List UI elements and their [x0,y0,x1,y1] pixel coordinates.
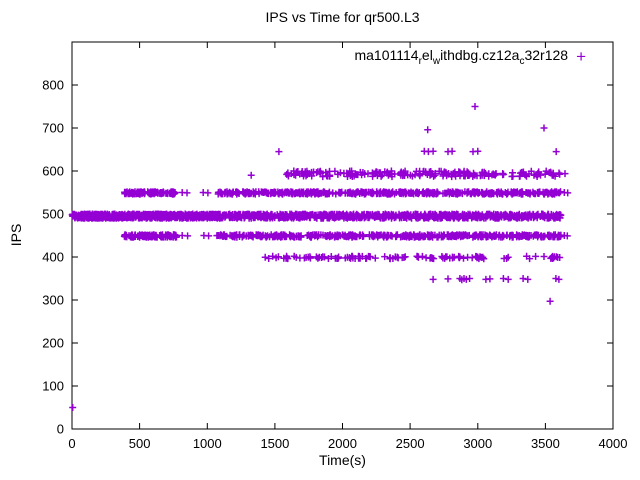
chart-title: IPS vs Time for qr500.L3 [265,9,420,25]
legend-label: ma101114relwithdbg.cz12ac32r128 [354,47,568,67]
x-tick-label: 1500 [260,436,289,451]
x-tick-label: 1000 [193,436,222,451]
y-tick-label: 600 [42,164,64,179]
y-tick-labels: 0 100 200 300 400 500 600 700 800 [42,78,64,437]
scatter-points [68,103,572,411]
x-axis-label: Time(s) [319,452,366,468]
x-tick-label: 2000 [328,436,357,451]
y-tick-label: 300 [42,293,64,308]
y-tick-label: 100 [42,379,64,394]
y-tick-label: 700 [42,121,64,136]
legend-label-text: 32r128 [524,47,569,63]
x-tick-label: 2500 [396,436,425,451]
x-tick-label: 4000 [599,436,628,451]
x-tick-label: 3000 [463,436,492,451]
x-tick-label: 0 [68,436,75,451]
legend-label-text: ma101114 [354,47,419,63]
legend-label-text: ithdbg.cz12a [440,47,520,63]
x-tick-label: 3500 [531,436,560,451]
y-tick-label: 200 [42,336,64,351]
y-tick-label: 0 [57,422,64,437]
y-tick-label: 800 [42,78,64,93]
y-tick-label: 400 [42,250,64,265]
legend-label-subscript: w [432,55,441,67]
legend-label-subscript: c [519,55,525,67]
x-tick-labels: 0 500 1000 1500 2000 2500 3000 3500 4000 [68,436,627,451]
legend-entry: ma101114relwithdbg.cz12ac32r128 + [354,47,586,67]
x-tick-label: 500 [129,436,151,451]
legend-label-subscript: r [418,55,422,67]
plus-marker-icon: + [576,46,586,66]
y-tick-label: 500 [42,207,64,222]
legend-label-text: el [421,47,433,63]
